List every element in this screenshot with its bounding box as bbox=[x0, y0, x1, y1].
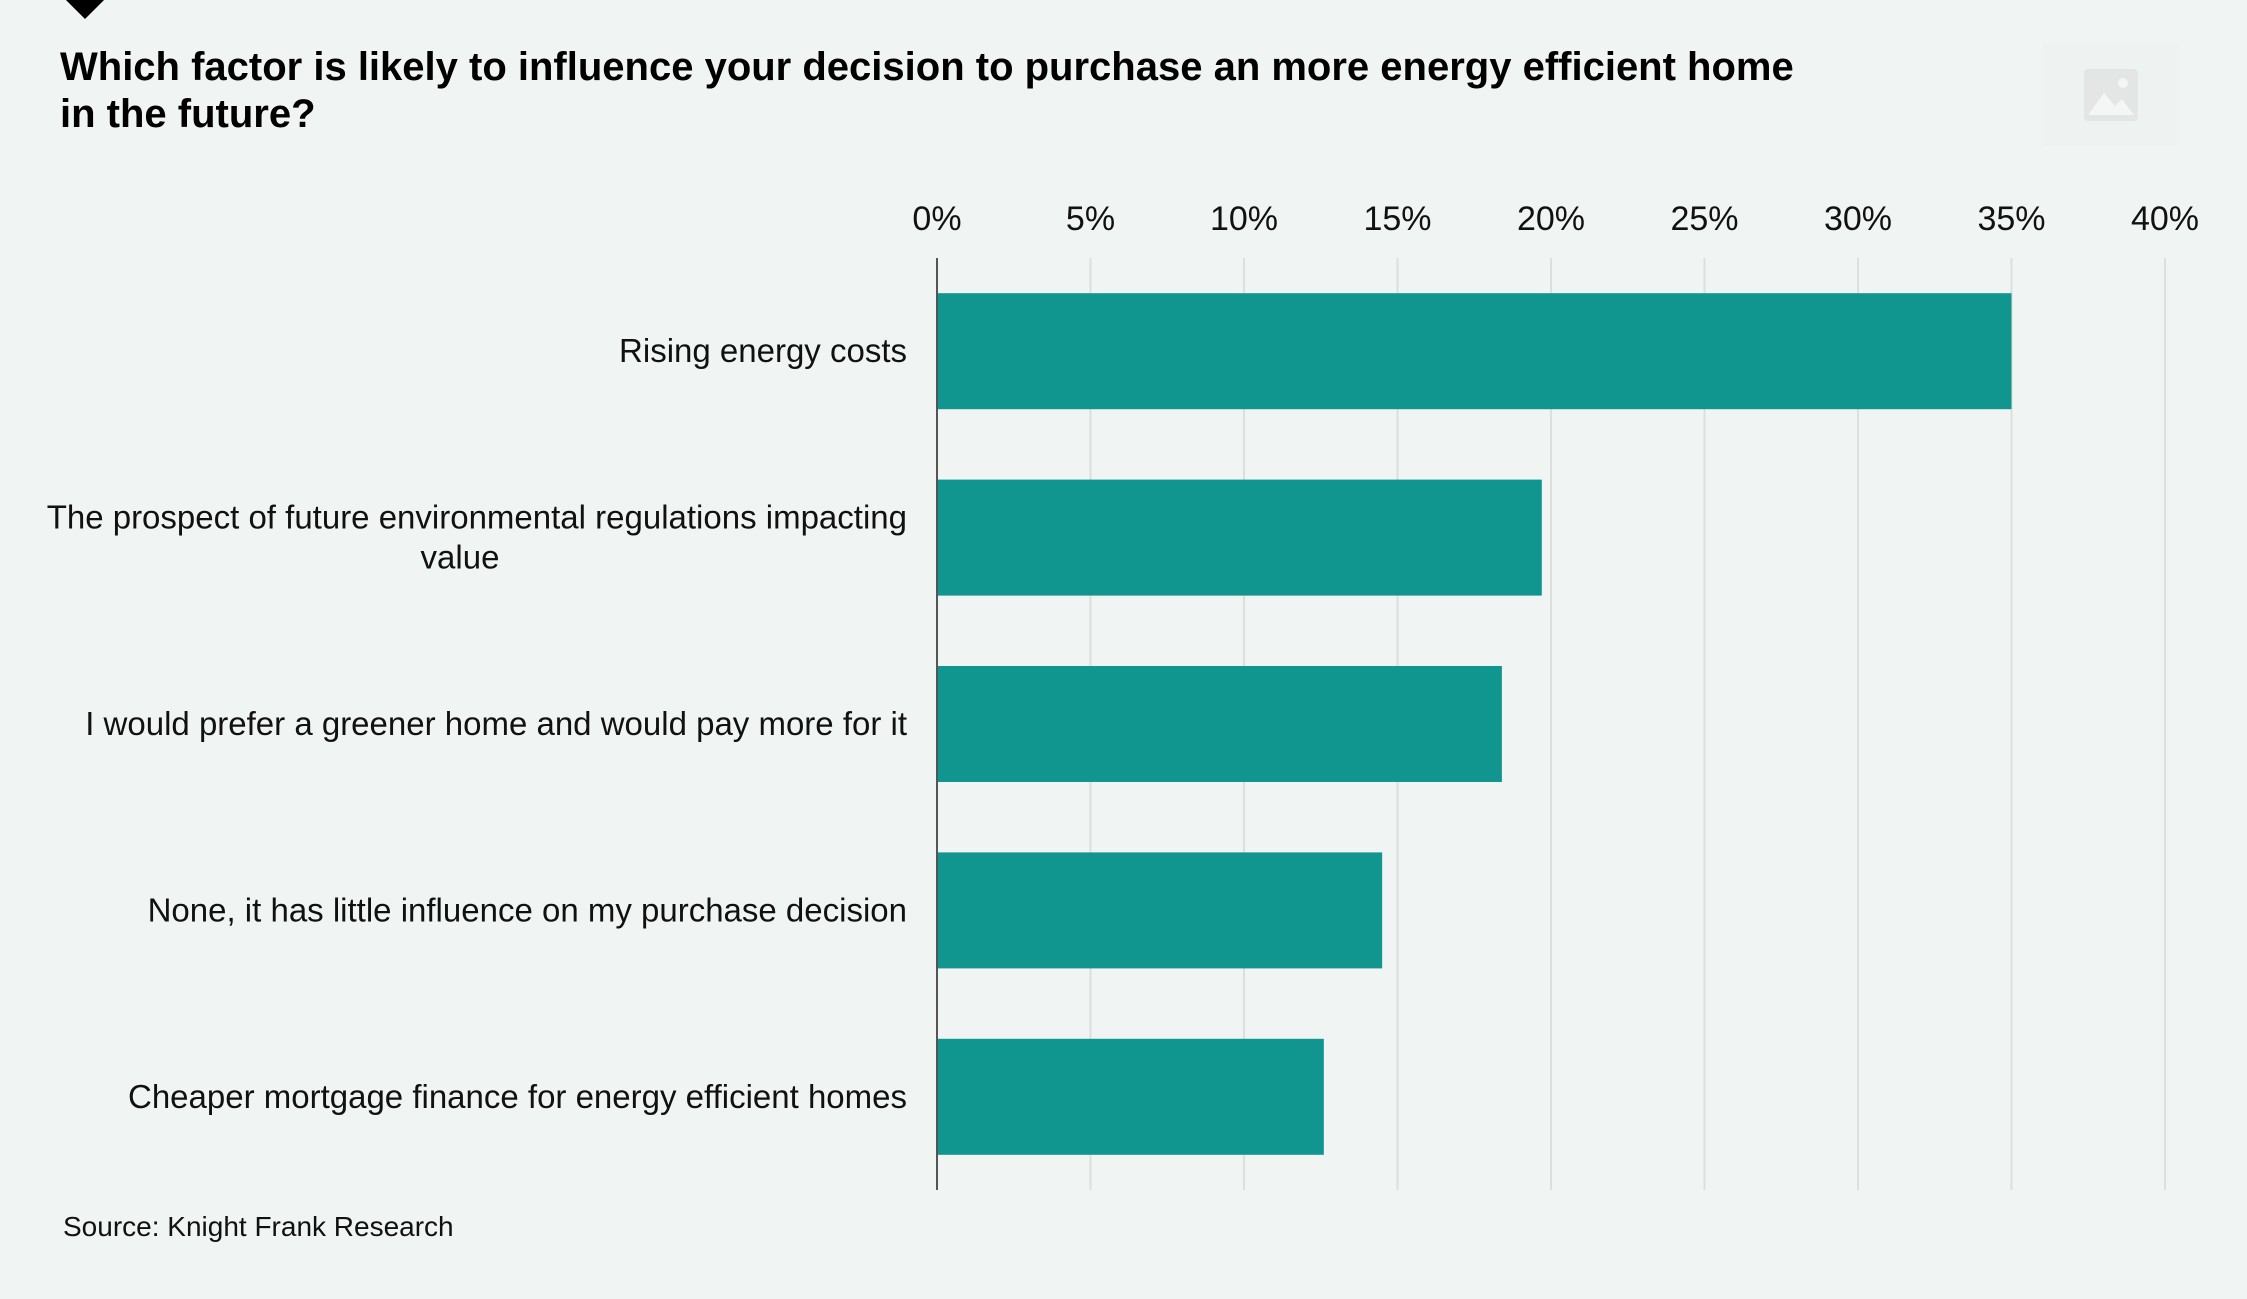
x-tick-label: 25% bbox=[1670, 200, 1738, 238]
x-tick-label: 35% bbox=[1977, 200, 2045, 238]
bar bbox=[937, 293, 2012, 410]
bar bbox=[937, 1038, 1324, 1155]
category-label: The prospect of future environmental reg… bbox=[47, 499, 907, 576]
category-label: Cheaper mortgage finance for energy effi… bbox=[128, 1078, 907, 1115]
x-tick-label: 30% bbox=[1824, 200, 1892, 238]
category-label: I would prefer a greener home and would … bbox=[85, 705, 907, 742]
bar bbox=[937, 666, 1502, 782]
x-tick-label: 5% bbox=[1066, 200, 1115, 238]
source-note: Source: Knight Frank Research bbox=[63, 1211, 454, 1242]
image-placeholder-icon bbox=[2084, 69, 2138, 121]
x-tick-label: 0% bbox=[912, 200, 961, 238]
x-tick-label: 10% bbox=[1210, 200, 1278, 238]
chart-title: Which factor is likely to influence your… bbox=[60, 45, 1794, 136]
bar bbox=[937, 852, 1383, 969]
x-tick-label: 20% bbox=[1517, 200, 1585, 238]
x-tick-label: 40% bbox=[2131, 200, 2199, 238]
category-label: Rising energy costs bbox=[619, 332, 907, 369]
logo-placeholder bbox=[2043, 44, 2179, 146]
bar bbox=[937, 479, 1542, 596]
x-tick-label: 15% bbox=[1363, 200, 1431, 238]
category-label: None, it has little influence on my purc… bbox=[148, 891, 907, 928]
